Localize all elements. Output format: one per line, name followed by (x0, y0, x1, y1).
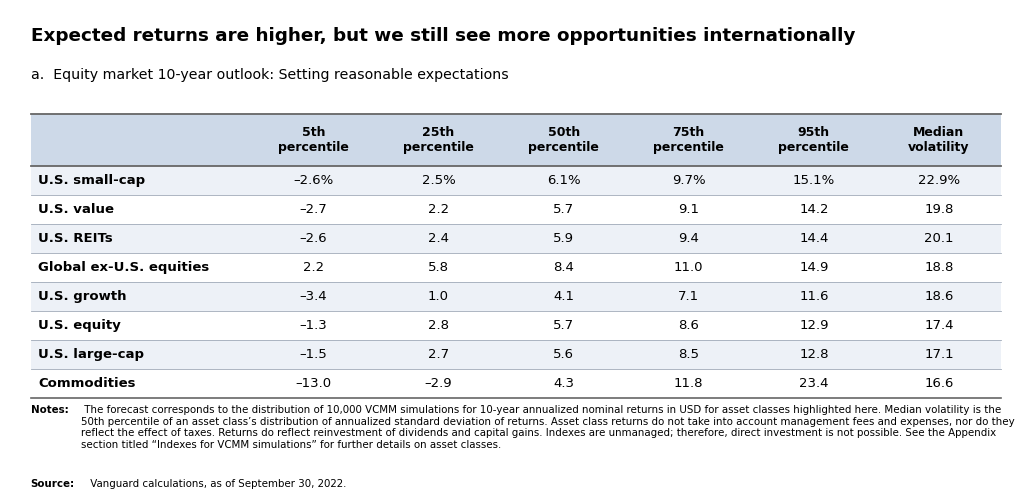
Text: 2.2: 2.2 (303, 261, 324, 274)
Text: 17.1: 17.1 (924, 348, 953, 361)
Text: 5.6: 5.6 (553, 348, 574, 361)
Text: The forecast corresponds to the distribution of 10,000 VCMM simulations for 10-y: The forecast corresponds to the distribu… (81, 405, 1015, 450)
Text: 18.6: 18.6 (925, 290, 953, 303)
Text: 5.7: 5.7 (553, 203, 574, 216)
Text: 9.1: 9.1 (678, 203, 699, 216)
Text: U.S. small-cap: U.S. small-cap (38, 174, 145, 187)
Text: 9.4: 9.4 (678, 232, 699, 245)
Text: 25th
percentile: 25th percentile (403, 126, 474, 154)
Text: –1.3: –1.3 (300, 319, 328, 332)
Text: 11.6: 11.6 (799, 290, 828, 303)
Text: Global ex-U.S. equities: Global ex-U.S. equities (38, 261, 209, 274)
Text: –2.7: –2.7 (300, 203, 328, 216)
Text: 20.1: 20.1 (925, 232, 953, 245)
Text: 12.9: 12.9 (799, 319, 828, 332)
Text: 23.4: 23.4 (799, 377, 828, 391)
Text: U.S. REITs: U.S. REITs (38, 232, 113, 245)
Text: 14.4: 14.4 (799, 232, 828, 245)
Text: U.S. large-cap: U.S. large-cap (38, 348, 144, 361)
Text: 5th
percentile: 5th percentile (278, 126, 349, 154)
Text: 14.2: 14.2 (799, 203, 828, 216)
Text: 2.4: 2.4 (428, 232, 450, 245)
Text: 18.8: 18.8 (925, 261, 953, 274)
Text: Vanguard calculations, as of September 30, 2022.: Vanguard calculations, as of September 3… (87, 480, 346, 490)
Bar (31, 253, 1001, 282)
Bar (31, 341, 1001, 369)
Text: 50th
percentile: 50th percentile (528, 126, 599, 154)
Bar (31, 369, 1001, 398)
Text: 11.8: 11.8 (674, 377, 703, 391)
Text: Expected returns are higher, but we still see more opportunities internationally: Expected returns are higher, but we stil… (31, 27, 855, 45)
Bar (31, 166, 1001, 195)
Text: 2.5%: 2.5% (422, 174, 456, 187)
Text: U.S. equity: U.S. equity (38, 319, 121, 332)
Text: 15.1%: 15.1% (793, 174, 835, 187)
Text: 22.9%: 22.9% (918, 174, 959, 187)
Text: 9.7%: 9.7% (672, 174, 706, 187)
Text: 8.4: 8.4 (553, 261, 574, 274)
Text: 6.1%: 6.1% (547, 174, 581, 187)
Text: 7.1: 7.1 (678, 290, 699, 303)
Text: 2.8: 2.8 (428, 319, 450, 332)
Text: 12.8: 12.8 (799, 348, 828, 361)
Text: –3.4: –3.4 (300, 290, 328, 303)
Text: Notes:: Notes: (31, 405, 69, 415)
Bar (31, 195, 1001, 224)
Text: 11.0: 11.0 (674, 261, 703, 274)
Text: a.  Equity market 10-year outlook: Setting reasonable expectations: a. Equity market 10-year outlook: Settin… (31, 68, 509, 82)
Text: 17.4: 17.4 (925, 319, 953, 332)
Text: 5.9: 5.9 (553, 232, 574, 245)
Text: 4.1: 4.1 (553, 290, 574, 303)
Text: 2.2: 2.2 (428, 203, 450, 216)
Text: 95th
percentile: 95th percentile (778, 126, 849, 154)
Text: Median
volatility: Median volatility (908, 126, 970, 154)
Text: 8.6: 8.6 (678, 319, 699, 332)
Text: 19.8: 19.8 (925, 203, 953, 216)
Text: U.S. value: U.S. value (38, 203, 114, 216)
Text: Commodities: Commodities (38, 377, 135, 391)
Text: –1.5: –1.5 (300, 348, 328, 361)
Bar (31, 114, 1001, 166)
Text: 1.0: 1.0 (428, 290, 450, 303)
Text: 8.5: 8.5 (678, 348, 699, 361)
Text: –2.9: –2.9 (425, 377, 453, 391)
Bar (31, 224, 1001, 253)
Text: 5.8: 5.8 (428, 261, 450, 274)
Text: 2.7: 2.7 (428, 348, 450, 361)
Text: 14.9: 14.9 (799, 261, 828, 274)
Text: Source:: Source: (31, 480, 75, 490)
Text: –2.6: –2.6 (300, 232, 328, 245)
Text: –2.6%: –2.6% (293, 174, 334, 187)
Text: 16.6: 16.6 (925, 377, 953, 391)
Text: U.S. growth: U.S. growth (38, 290, 126, 303)
Bar (31, 282, 1001, 311)
Text: 75th
percentile: 75th percentile (653, 126, 724, 154)
Bar (31, 311, 1001, 340)
Text: 4.3: 4.3 (553, 377, 574, 391)
Text: 5.7: 5.7 (553, 319, 574, 332)
Text: –13.0: –13.0 (295, 377, 332, 391)
